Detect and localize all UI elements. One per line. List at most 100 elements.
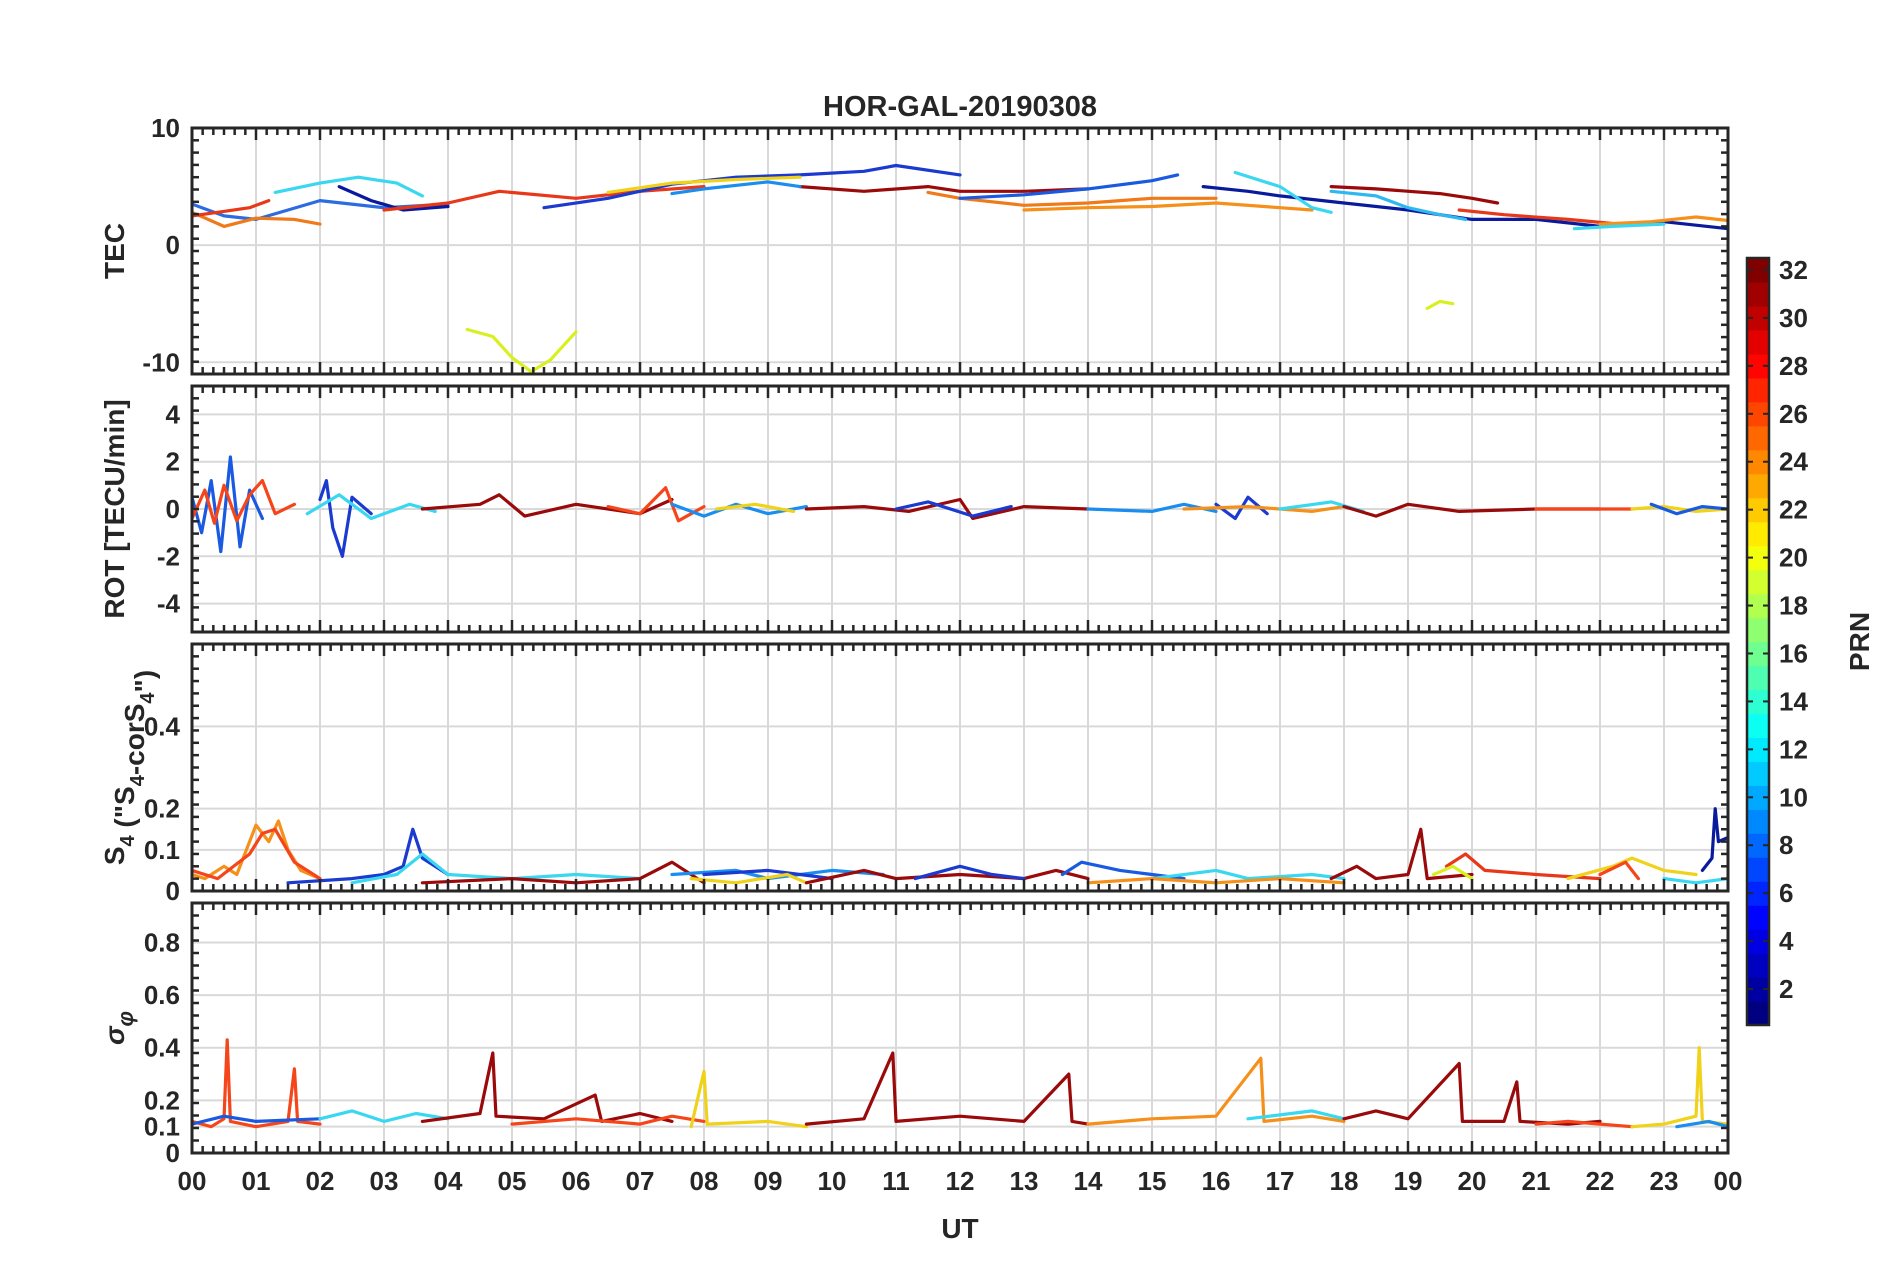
series-line-rot-3 <box>305 493 437 521</box>
y-tick-label-rot: 4 <box>166 399 181 429</box>
colorbar-segment <box>1747 401 1769 427</box>
x-tick-label: 21 <box>1522 1166 1551 1196</box>
series-group-rot <box>192 455 1728 558</box>
colorbar-tick-label: 12 <box>1779 734 1808 764</box>
series-line-tec-3 <box>192 199 271 218</box>
series-line-rot-8 <box>804 497 1090 521</box>
colorbar-segment <box>1747 281 1769 307</box>
x-tick-label: 09 <box>754 1166 783 1196</box>
grid-sigma <box>192 903 1728 1153</box>
series-line-sigma-3 <box>420 1051 674 1124</box>
y-tick-label-sigma: 0 <box>166 1138 180 1168</box>
series-line-sigma-8 <box>1246 1109 1346 1121</box>
x-tick-label: 16 <box>1202 1166 1231 1196</box>
colorbar-segment <box>1747 425 1769 451</box>
y-tick-label-s4: 0.4 <box>144 711 181 741</box>
series-line-tec-4 <box>337 185 450 212</box>
series-line-sigma-4 <box>510 1114 706 1126</box>
colorbar-tick-label: 28 <box>1779 351 1808 381</box>
y-tick-label-sigma: 0.1 <box>144 1112 180 1142</box>
series-line-tec-14 <box>1233 170 1333 214</box>
grid-rot <box>192 386 1728 632</box>
series-line-tec-2 <box>192 210 322 228</box>
x-tick-label: 05 <box>498 1166 527 1196</box>
x-tick-label: 18 <box>1330 1166 1359 1196</box>
series-line-tec-17 <box>1457 208 1621 226</box>
series-line-s4-3 <box>350 852 642 885</box>
y-tick-label-rot: -4 <box>157 589 181 619</box>
colorbar-tick-label: 6 <box>1779 878 1793 908</box>
colorbar-tick-label: 18 <box>1779 591 1808 621</box>
x-tick-label: 08 <box>690 1166 719 1196</box>
series-line-rot-9 <box>894 500 1013 518</box>
x-tick-label: 02 <box>306 1166 335 1196</box>
series-line-rot-6 <box>670 502 809 518</box>
series-line-tec-8 <box>798 185 1090 193</box>
x-tick-label: 06 <box>562 1166 591 1196</box>
y-axis-label-rot: ROT [TECU/min] <box>99 399 130 618</box>
y-tick-label-tec: 0 <box>166 230 180 260</box>
y-axis-label-tec: TEC <box>99 223 130 279</box>
series-line-s4-4 <box>420 860 706 885</box>
colorbar-segment <box>1747 665 1769 691</box>
series-line-tec-15 <box>1329 189 1468 221</box>
series-line-tec-7 <box>606 175 802 194</box>
x-tick-label: 11 <box>882 1166 910 1196</box>
y-tick-label-rot: 2 <box>166 447 180 477</box>
series-line-s4-9 <box>913 864 1026 881</box>
grid-s4 <box>192 644 1728 891</box>
y-axis-label-s4: S4 ("S4-corS4") <box>99 670 160 865</box>
series-line-s4-11 <box>1150 868 1346 881</box>
x-tick-label: 10 <box>818 1166 847 1196</box>
y-tick-label-rot: -2 <box>157 541 180 571</box>
series-line-tec-1 <box>273 175 424 198</box>
series-line-sigma-5 <box>689 1069 809 1129</box>
series-line-sigma-2 <box>318 1109 450 1124</box>
axes-box-s4 <box>190 642 1730 893</box>
colorbar-segment <box>1747 641 1769 667</box>
x-tick-label: 13 <box>1010 1166 1039 1196</box>
colorbar-segment <box>1747 497 1769 523</box>
colorbar-frame <box>1745 256 1771 1027</box>
series-line-tec-19 <box>1572 222 1666 231</box>
colorbar-segment <box>1747 713 1769 738</box>
colorbar-tick-label: 10 <box>1779 782 1808 812</box>
series-line-tec-21 <box>1425 299 1455 310</box>
x-tick-label: 03 <box>370 1166 399 1196</box>
x-tick-label: 23 <box>1650 1166 1679 1196</box>
y-tick-label-tec: -10 <box>142 347 180 377</box>
colorbar-tick-label: 4 <box>1779 926 1794 956</box>
series-line-s4-1 <box>192 827 322 881</box>
series-line-s4-14 <box>1444 852 1602 881</box>
series-group-sigma <box>192 1038 1728 1129</box>
grid-tec <box>192 128 1728 374</box>
colorbar-segment <box>1747 785 1769 810</box>
panel-s4: 0.4 0.2 0.1 0S4 ("S4-corS4") <box>99 642 1730 906</box>
colorbar-tick-label: 20 <box>1779 543 1808 573</box>
series-line-rot-17 <box>1649 502 1728 516</box>
y-tick-label-sigma: 0.4 <box>144 1033 181 1063</box>
series-line-tec-10 <box>926 190 1218 207</box>
series-line-sigma-7 <box>1086 1056 1346 1126</box>
series-line-tec-12 <box>958 173 1180 200</box>
x-tick-label: 01 <box>242 1166 271 1196</box>
colorbar-tick-label: 8 <box>1779 830 1793 860</box>
series-line-rot-5 <box>606 486 706 523</box>
series-line-s4-13 <box>1329 827 1474 881</box>
colorbar-segment <box>1747 761 1769 786</box>
x-tick-label: 17 <box>1266 1166 1295 1196</box>
axes-box-sigma <box>190 901 1730 1155</box>
series-line-s4-19 <box>1662 876 1728 885</box>
colorbar-segment <box>1747 377 1769 403</box>
series-line-rot-16 <box>1630 505 1728 513</box>
colorbar-segment <box>1747 1001 1769 1026</box>
colorbar-segment <box>1747 545 1769 571</box>
series-line-sigma-1 <box>192 1114 322 1126</box>
series-line-rot-7 <box>715 502 796 513</box>
colorbar-tick-label: 26 <box>1779 399 1808 429</box>
series-line-rot-1 <box>192 479 296 525</box>
series-line-tec-9 <box>670 180 802 196</box>
series-line-s4-2 <box>286 827 450 885</box>
